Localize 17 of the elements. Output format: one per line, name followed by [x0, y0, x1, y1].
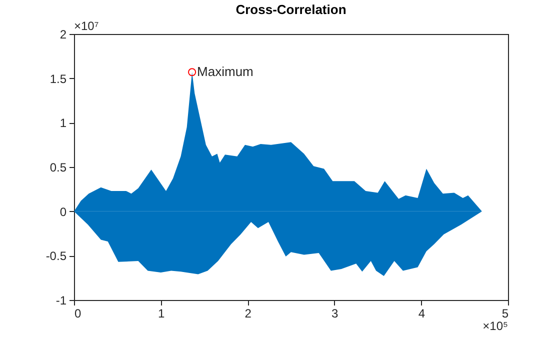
chart-title: Cross-Correlation	[236, 2, 346, 17]
y-tick-label: 0	[60, 204, 67, 219]
y-tick-label: 0.5	[50, 160, 67, 174]
x-tick-label: 2	[244, 306, 252, 320]
text: ×10⁵	[482, 319, 508, 333]
annotation: Maximum	[197, 64, 254, 80]
y-tick-label: 1.5	[50, 72, 67, 86]
y-tick-label: 2	[60, 28, 67, 42]
x-tick-label: 4	[418, 306, 426, 320]
x-tick-label: 0	[74, 306, 82, 320]
x-tick-label: 5	[502, 306, 509, 320]
y-tick-label: -1	[56, 294, 67, 308]
y-tick-label: -0.5	[46, 249, 67, 264]
x-tick-label: 3	[332, 306, 339, 320]
text: ×10⁷	[74, 19, 99, 33]
y-tick-label: 1	[60, 116, 67, 130]
x-tick-label: 1	[158, 306, 165, 320]
